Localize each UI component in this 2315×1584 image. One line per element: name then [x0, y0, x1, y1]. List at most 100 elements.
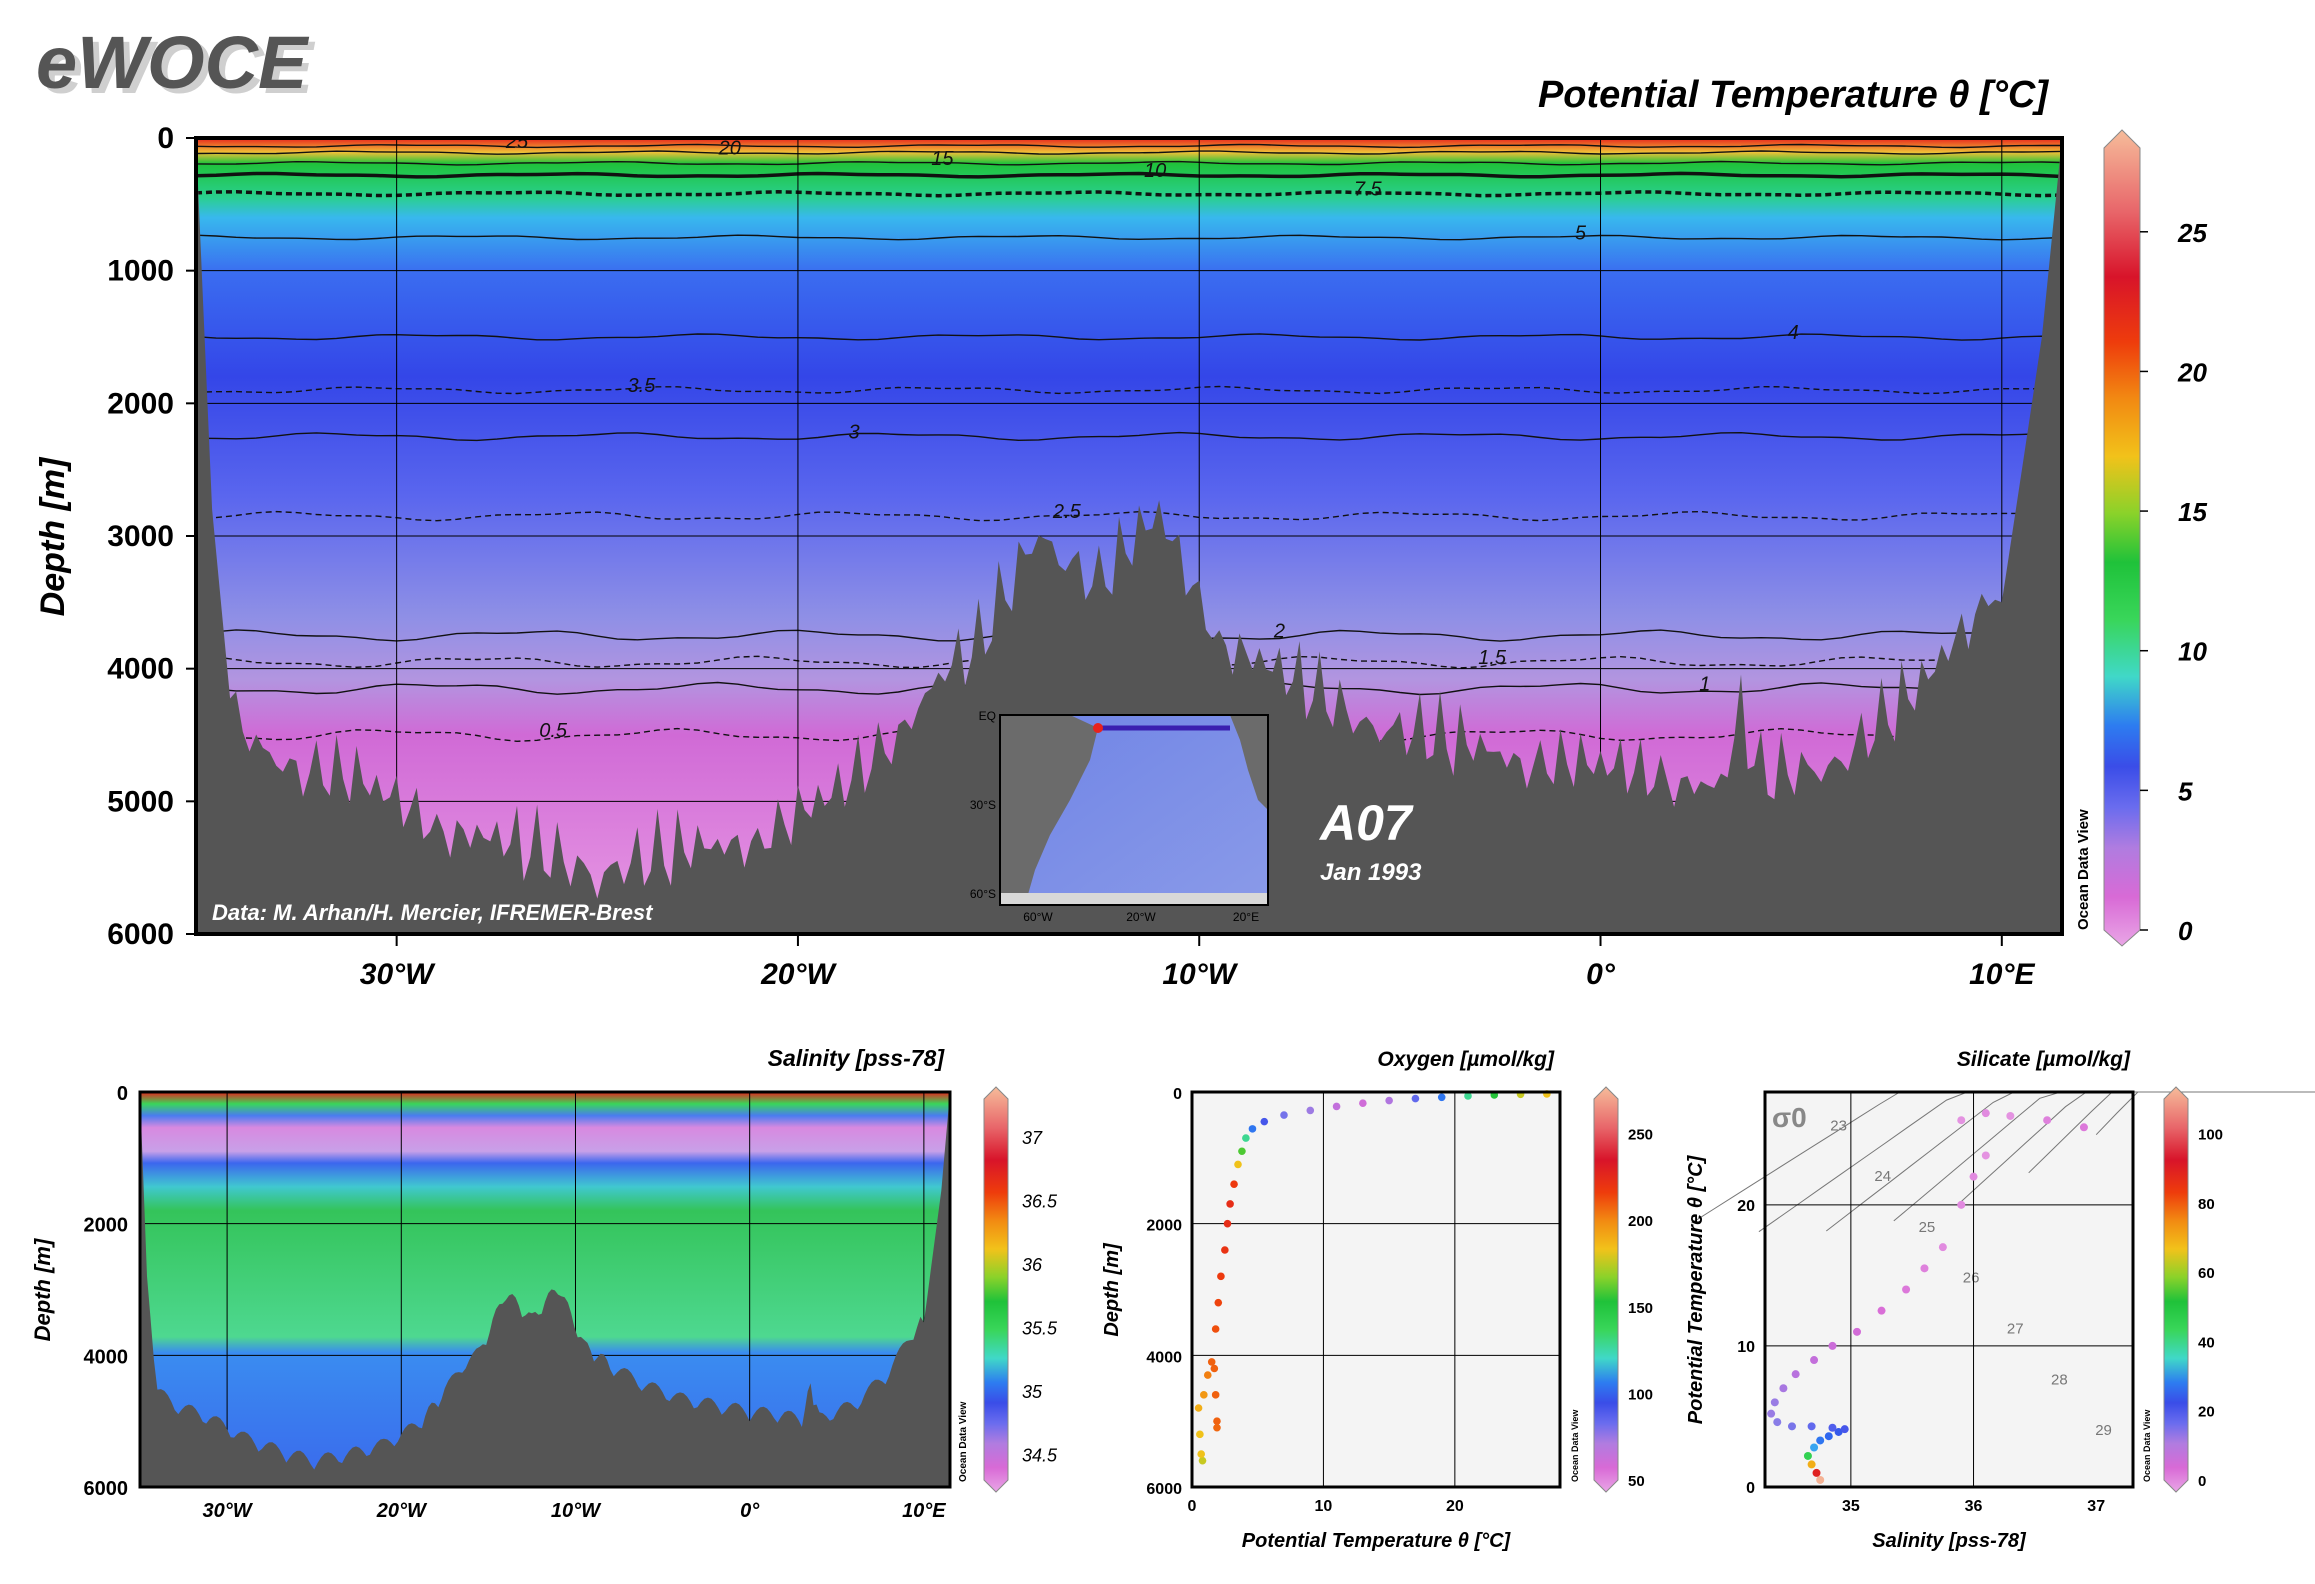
- silicate-y-axis-label: Potential Temperature θ [°C]: [1685, 1154, 1707, 1424]
- silicate-point: [2006, 1111, 2015, 1120]
- isotherm-label: 2.5: [1052, 501, 1082, 523]
- odv-logo-salinity: Ocean Data View: [958, 1401, 969, 1482]
- oxygen-point: [1223, 1219, 1232, 1228]
- y-tick-label: 5000: [107, 785, 174, 818]
- isopycnal-label: 27: [2007, 1320, 2024, 1337]
- silicate-point: [1779, 1384, 1788, 1393]
- data-credit: Data: M. Arhan/H. Mercier, IFREMER-Brest: [212, 900, 654, 925]
- silicate-colorbar: [2163, 1086, 2189, 1493]
- silicate-point: [1767, 1409, 1776, 1418]
- salinity-y-axis-label: Depth [m]: [30, 1238, 55, 1341]
- oxygen-point: [1196, 1430, 1204, 1439]
- oxygen-x-axis: 0 10 20: [1188, 1498, 1464, 1515]
- silicate-point: [1812, 1468, 1821, 1477]
- inset-lat-30s: 30°S: [970, 798, 996, 812]
- colorbar-tick-label: 20: [2198, 1404, 2215, 1421]
- colorbar-tick-label: 36: [1022, 1255, 1043, 1275]
- oxygen-frame: [1190, 1090, 1562, 1489]
- isotherm-line: [196, 333, 2062, 341]
- isotherm-label: 15: [931, 148, 954, 170]
- y-tick-label: 6000: [107, 918, 174, 951]
- oxygen-point: [1242, 1134, 1250, 1142]
- isotherm-label: 1.5: [1478, 647, 1507, 669]
- silicate-x-axis: 35 36 37: [1842, 1498, 2105, 1515]
- oxygen-point: [1200, 1391, 1208, 1399]
- sigma-label: σ0: [1772, 1102, 1807, 1133]
- oxygen-point: [1213, 1423, 1221, 1432]
- silicate-frame: [1763, 1090, 2135, 1489]
- brand-logo-shadow: eWOCE: [36, 21, 310, 104]
- x-tick-label: 30°W: [203, 1500, 254, 1522]
- silicate-x-axis-label: Salinity [pss-78]: [1872, 1530, 2027, 1552]
- main-title: Potential Temperature θ [°C]: [1538, 74, 2049, 116]
- isotherm-line: [196, 150, 2062, 155]
- silicate-title: Silicate [µmol/kg]: [1957, 1048, 2131, 1071]
- isopycnal-label: 25: [1919, 1219, 1936, 1236]
- oxygen-point: [1211, 1391, 1220, 1399]
- silicate-point: [1957, 1200, 1966, 1209]
- salinity-colorbar: [983, 1086, 1009, 1493]
- silicate-point: [1816, 1475, 1825, 1484]
- y-tick-label: 6000: [84, 1478, 129, 1500]
- isopycnal-label: 23: [1830, 1117, 1847, 1134]
- colorbar-tick-label: 80: [2198, 1196, 2215, 1213]
- oxygen-point: [1214, 1298, 1223, 1307]
- colorbar-tick-label: 36.5: [1022, 1192, 1058, 1212]
- oxygen-point: [1194, 1404, 1203, 1412]
- y-tick-label: 2000: [84, 1215, 129, 1237]
- silicate-point: [1902, 1285, 1911, 1294]
- x-tick-label: 30°W: [360, 958, 436, 991]
- x-tick-label: 35: [1842, 1498, 1860, 1515]
- x-tick-label: 10°E: [902, 1500, 946, 1522]
- oxygen-point: [1332, 1102, 1341, 1111]
- isotherm-line: [196, 727, 2062, 743]
- oxygen-point: [1359, 1099, 1367, 1107]
- oxygen-point: [1411, 1094, 1420, 1103]
- silicate-point: [1810, 1443, 1819, 1452]
- colorbar-tick-label: 20: [2177, 357, 2207, 387]
- main-colorbar: [2103, 129, 2141, 947]
- isotherm-label: 20: [718, 138, 741, 160]
- colorbar-tick-label: 35: [1022, 1382, 1043, 1402]
- oxygen-point: [1248, 1125, 1257, 1133]
- silicate-point: [1920, 1264, 1929, 1273]
- oxygen-y-axis-label: Depth [m]: [1101, 1242, 1123, 1337]
- silicate-point: [1791, 1370, 1800, 1379]
- oxygen-point: [1213, 1417, 1221, 1425]
- isopycnal-label: 29: [2095, 1422, 2112, 1439]
- isotherm-label: 4: [1788, 322, 1799, 344]
- silicate-point: [1957, 1116, 1966, 1125]
- isotherm-label: 5: [1575, 223, 1587, 245]
- x-tick-label: 20°W: [760, 958, 837, 991]
- isotherm-line: [196, 431, 2062, 442]
- oxygen-point: [1198, 1456, 1207, 1465]
- salinity-bottom-topography: [140, 1092, 950, 1487]
- oxygen-point: [1210, 1364, 1219, 1373]
- oxygen-point: [1437, 1093, 1446, 1102]
- isotherm-line: [196, 160, 2062, 166]
- y-tick-label: 4000: [1146, 1349, 1182, 1366]
- isotherm-label: 1: [1699, 674, 1710, 696]
- colorbar-tick-label: 150: [1628, 1300, 1653, 1317]
- brand-logo: eWOCE: [42, 26, 316, 109]
- silicate-gridlines: [1765, 1092, 2133, 1487]
- isotherm-line: [196, 234, 2062, 241]
- oxygen-scatter-plot: Oxygen [µmol/kg] 0 2000 4000 6000 0 10 20 Pot…: [1101, 1048, 1653, 1552]
- silicate-point: [1853, 1327, 1861, 1336]
- colorbar-tick-label: 250: [1628, 1127, 1653, 1144]
- oxygen-point: [1217, 1272, 1225, 1281]
- oxygen-points: [1194, 1090, 1551, 1465]
- inset-antarctica: [1000, 893, 1268, 905]
- isotherm-line: [196, 143, 2062, 149]
- y-tick-label: 0: [1173, 1086, 1182, 1103]
- x-tick-label: 37: [2087, 1498, 2105, 1515]
- salinity-section-plot: Salinity [pss-78] 0 2000 4000 6000 30°W 20°W…: [30, 1045, 1058, 1522]
- silicate-point: [1969, 1172, 1978, 1181]
- x-tick-label: 10°W: [551, 1500, 602, 1522]
- x-tick-label: 10°W: [1162, 958, 1238, 991]
- inset-lon-20e: 20°E: [1233, 910, 1259, 924]
- x-tick-label: 20°W: [376, 1500, 428, 1522]
- odv-logo-main: Ocean Data View: [2075, 809, 2092, 930]
- x-tick-label: 0: [1188, 1498, 1197, 1515]
